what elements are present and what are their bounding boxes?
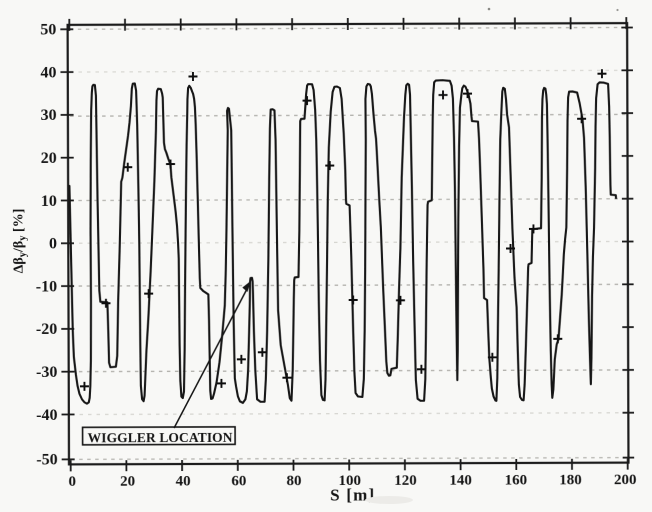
svg-text:-30: -30: [36, 364, 57, 381]
svg-text:-50: -50: [36, 452, 57, 469]
svg-text:50: 50: [40, 22, 56, 39]
svg-text:S [m]: S [m]: [330, 485, 375, 504]
svg-text:160: 160: [505, 472, 528, 488]
svg-text:140: 140: [449, 473, 472, 489]
svg-text:60: 60: [231, 473, 246, 489]
svg-text:-20: -20: [36, 321, 57, 338]
svg-text:30: 30: [41, 107, 57, 124]
svg-text:80: 80: [287, 473, 302, 489]
svg-text:-40: -40: [36, 407, 57, 424]
svg-text:WIGGLER LOCATION: WIGGLER LOCATION: [88, 430, 233, 445]
svg-text:20: 20: [41, 150, 57, 167]
svg-text:20: 20: [120, 474, 135, 490]
svg-text:Δβy/βy [%]: Δβy/βy [%]: [11, 209, 28, 274]
svg-text:-10: -10: [36, 278, 57, 295]
svg-text:180: 180: [559, 472, 582, 488]
svg-text:40: 40: [40, 64, 56, 81]
svg-text:0: 0: [49, 236, 57, 253]
svg-text:120: 120: [394, 473, 417, 489]
svg-text:10: 10: [41, 193, 57, 210]
svg-text:200: 200: [614, 472, 637, 488]
svg-text:100: 100: [338, 473, 361, 489]
svg-text:0: 0: [68, 474, 76, 490]
svg-text:40: 40: [176, 473, 191, 489]
